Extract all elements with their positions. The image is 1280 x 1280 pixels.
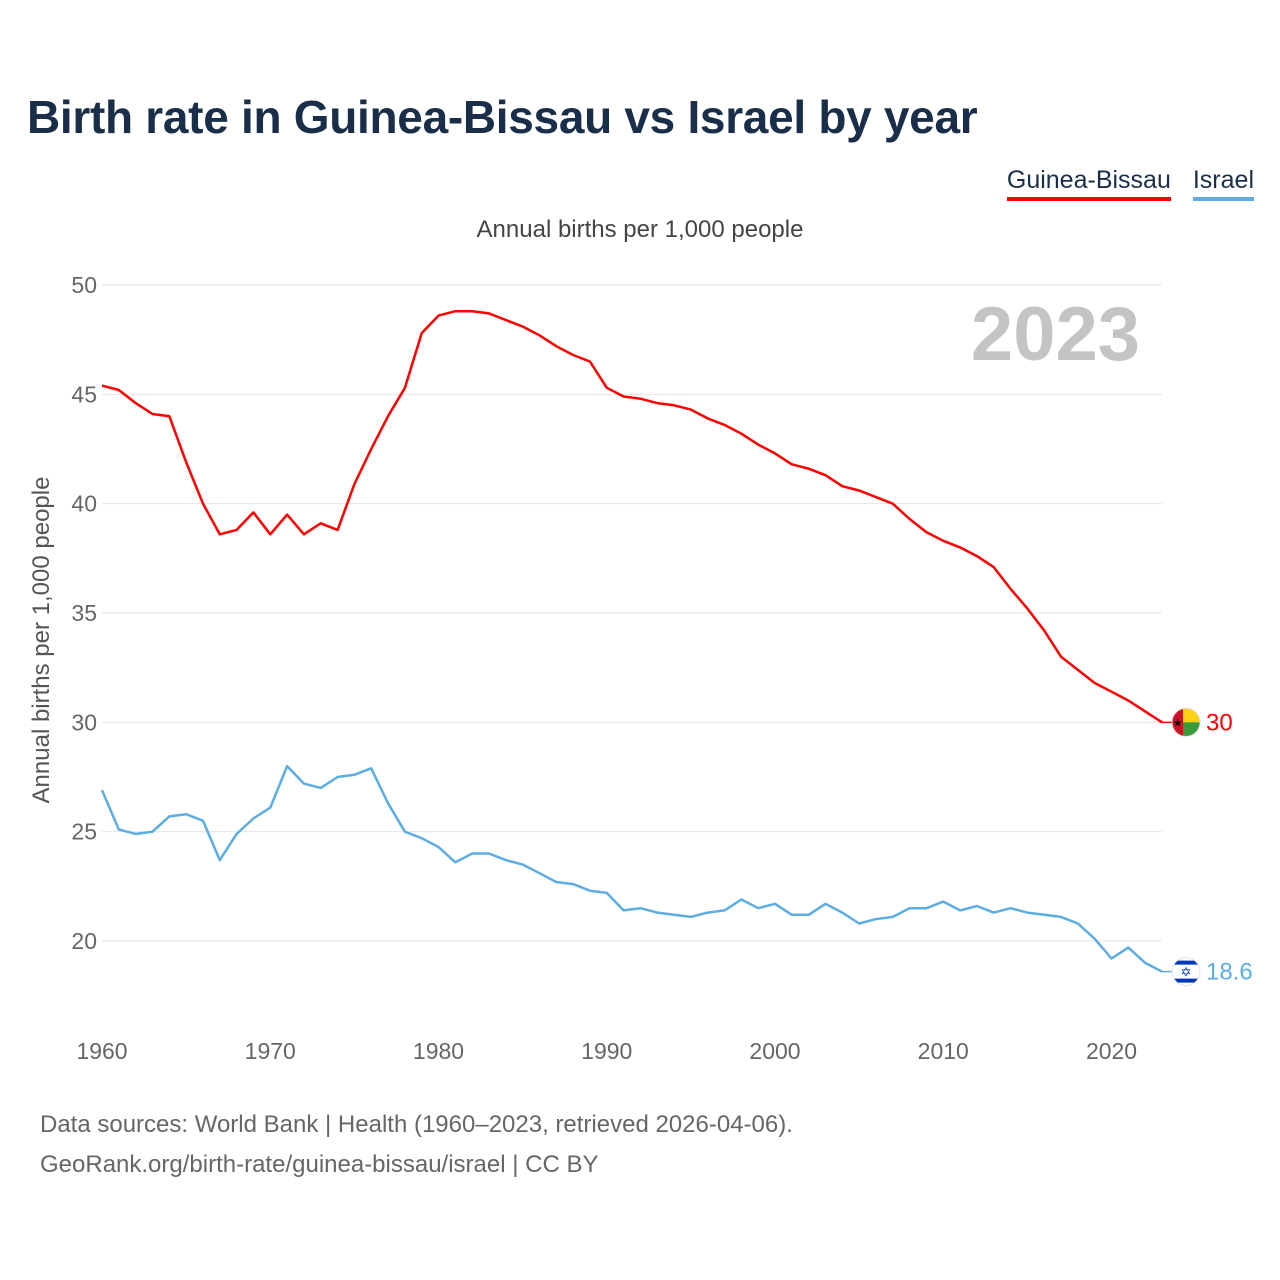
series-line-guinea-bissau	[101, 309, 1163, 724]
y-tick-label: 35	[71, 600, 97, 626]
series-lines	[100, 309, 1163, 973]
y-tick-label: 50	[71, 272, 97, 298]
y-tick-label: 30	[71, 709, 97, 735]
x-tick-label: 2020	[1086, 1038, 1137, 1064]
y-tick-label: 40	[71, 491, 97, 517]
y-tick-label: 20	[71, 928, 97, 954]
x-tick-label: 2010	[918, 1038, 969, 1064]
chart-title: Birth rate in Guinea-Bissau vs Israel by…	[27, 91, 978, 143]
guinea-bissau-flag-icon: ★	[1171, 707, 1201, 737]
source-line-1: Data sources: World Bank | Health (1960–…	[40, 1111, 793, 1138]
gridlines	[102, 284, 1162, 942]
y-tick-label: 45	[71, 381, 97, 407]
legend-item-guinea-bissau[interactable]: Guinea-Bissau	[1006, 166, 1171, 201]
legend-item-israel[interactable]: Israel	[1192, 166, 1254, 201]
source-line-2[interactable]: GeoRank.org/birth-rate/guinea-bissau/isr…	[40, 1151, 599, 1178]
year-watermark: 2023	[971, 292, 1140, 377]
legend: Guinea-Bissau Israel	[1006, 166, 1254, 201]
end-value-label: 30	[1206, 709, 1233, 736]
x-tick-label: 1990	[581, 1038, 632, 1064]
x-tick-label: 1980	[413, 1038, 464, 1064]
x-tick-label: 2000	[749, 1038, 800, 1064]
israel-flag-icon: ✡	[1171, 957, 1201, 987]
end-markers: ★ 30 ✡ 18.6	[1162, 707, 1253, 987]
y-axis-ticks: 20 25 30 35 40 45 50	[71, 272, 97, 954]
svg-text:★: ★	[1173, 716, 1183, 729]
x-tick-label: 1960	[76, 1038, 127, 1064]
x-axis-ticks: 1960 1970 1980 1990 2000 2010 2020	[76, 1038, 1137, 1064]
series-line-israel	[100, 764, 1163, 973]
end-value-label: 18.6	[1206, 959, 1253, 986]
x-tick-label: 1970	[245, 1038, 296, 1064]
svg-text:✡: ✡	[1181, 966, 1192, 981]
chart-subtitle: Annual births per 1,000 people	[476, 216, 804, 243]
source-note: Data sources: World Bank | Health (1960–…	[40, 1105, 793, 1185]
y-tick-label: 25	[71, 819, 97, 845]
